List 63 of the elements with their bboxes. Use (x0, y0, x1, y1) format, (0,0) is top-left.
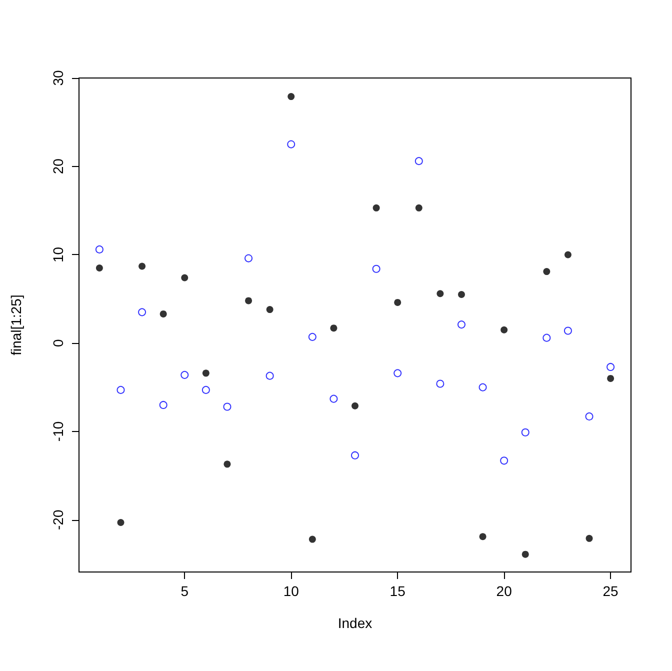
point (543, 268, 550, 276)
point (479, 533, 486, 540)
point (308, 536, 316, 543)
point (352, 402, 358, 410)
point (415, 204, 422, 212)
point (244, 254, 253, 262)
point (372, 204, 380, 212)
point (223, 402, 232, 411)
x-tick-label: 25 (602, 583, 619, 599)
point (96, 264, 103, 272)
x-axis-title: Index (338, 615, 372, 631)
point (372, 264, 380, 273)
point (116, 386, 125, 394)
point (330, 324, 338, 332)
point (159, 400, 168, 409)
point (351, 451, 359, 460)
y-tick-label: 10 (50, 246, 66, 263)
x-tick-label: 20 (496, 583, 512, 599)
point (478, 383, 487, 392)
point (522, 550, 529, 558)
point (138, 308, 146, 316)
point (436, 380, 444, 388)
point (95, 245, 104, 254)
point (564, 251, 572, 258)
point (224, 460, 231, 468)
x-tick-label: 10 (283, 583, 300, 599)
point (394, 298, 402, 306)
point (330, 394, 338, 403)
point (202, 386, 210, 394)
point (500, 326, 508, 334)
point (414, 157, 423, 166)
point (160, 310, 167, 318)
point (500, 456, 508, 465)
point (458, 291, 465, 298)
y-tick-label: 0 (50, 339, 66, 348)
point (436, 290, 444, 298)
point (117, 519, 124, 526)
point (288, 93, 295, 100)
point (564, 326, 572, 335)
point (180, 370, 189, 379)
point (586, 534, 593, 542)
point (308, 332, 316, 341)
point (457, 320, 466, 329)
y-tick-label: -10 (50, 421, 66, 442)
point (245, 297, 252, 304)
x-tick-label: 5 (180, 583, 189, 599)
point (606, 362, 615, 371)
point (607, 374, 614, 382)
x-tick-label: 15 (390, 583, 406, 599)
y-axis-title: final[1:25] (8, 294, 24, 356)
point (394, 369, 402, 378)
point (542, 334, 551, 342)
point (266, 306, 274, 314)
point (521, 428, 530, 436)
point (202, 370, 210, 377)
y-tick-label: 30 (50, 70, 66, 86)
point (266, 372, 274, 380)
y-tick-label: -20 (50, 510, 66, 530)
point (585, 412, 594, 420)
point (181, 274, 188, 282)
point (138, 262, 146, 270)
y-tick-label: 20 (50, 158, 66, 174)
point (287, 140, 296, 148)
